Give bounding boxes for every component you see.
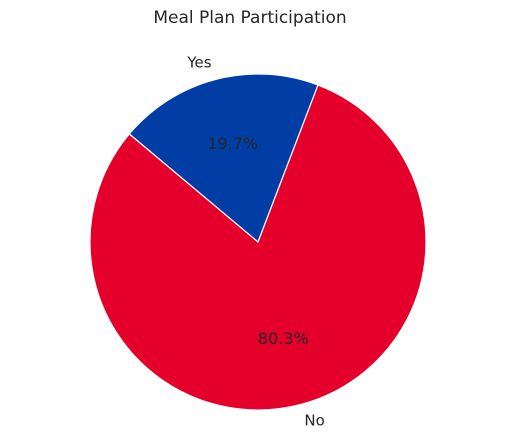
pie-slice	[89, 84, 427, 411]
value-label: 19.7%	[207, 134, 258, 153]
value-label: 80.3%	[258, 329, 309, 348]
pie-slice	[128, 73, 319, 243]
slice-label: No	[304, 411, 324, 429]
slice-label: Yes	[186, 54, 211, 72]
chart-title: Meal Plan Participation	[153, 8, 346, 28]
